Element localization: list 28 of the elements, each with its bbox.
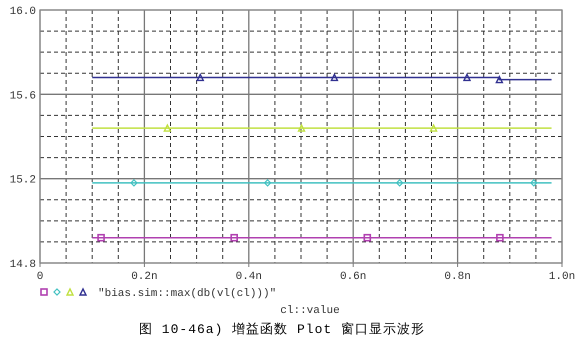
legend-title: "bias.sim::max(db(vl(cl)))" — [98, 288, 276, 300]
point — [196, 74, 204, 82]
x-tick-label: 0 — [36, 271, 44, 283]
x-axis-title: cl::value — [280, 305, 340, 317]
point — [463, 74, 471, 82]
point — [97, 234, 105, 242]
point — [396, 179, 404, 186]
x-tick-label: 0.4n — [236, 271, 262, 283]
x-tick-label: 0.6n — [340, 271, 366, 283]
caption: 图 10-46a) 增益函数 Plot 窗口显示波形 — [138, 321, 426, 337]
point — [430, 124, 438, 132]
point — [330, 74, 338, 82]
point — [530, 179, 538, 186]
point — [496, 234, 504, 242]
point — [363, 234, 372, 242]
point — [130, 179, 138, 186]
point — [230, 234, 238, 242]
point — [264, 179, 272, 186]
point — [298, 124, 306, 132]
x-tick-label: 0.2n — [131, 271, 158, 283]
x-tick-label: 0.8n — [444, 271, 471, 283]
x-tick-label: 1.0n — [548, 271, 576, 283]
y-tick-label: 14.8 — [10, 259, 36, 271]
y-tick-label: 15.2 — [10, 174, 36, 187]
point — [164, 124, 172, 132]
point — [496, 76, 504, 84]
y-tick-label: 15.6 — [10, 90, 36, 102]
y-tick-label: 16.0 — [10, 6, 36, 18]
